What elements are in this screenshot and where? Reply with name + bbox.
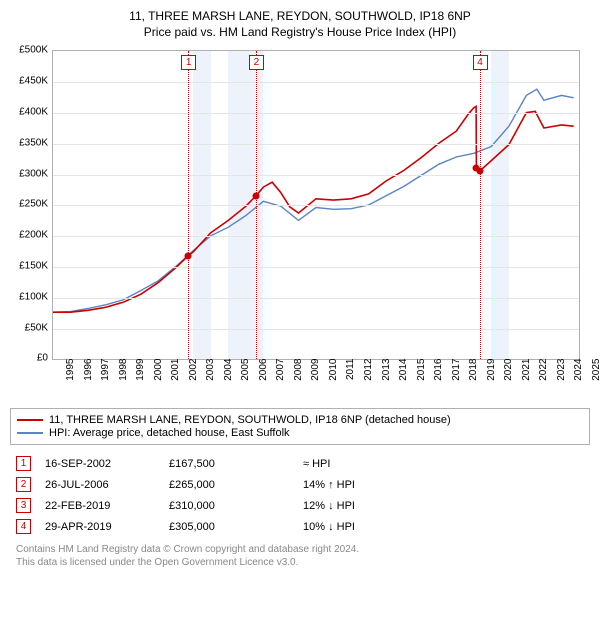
grid-line	[53, 298, 579, 299]
sales-row-date: 29-APR-2019	[45, 521, 155, 533]
title-line-2: Price paid vs. HM Land Registry's House …	[10, 24, 590, 40]
sales-row-hpi: ≈ HPI	[303, 458, 584, 470]
x-tick-label: 2008	[293, 359, 304, 381]
sales-row-marker: 4	[16, 519, 31, 534]
y-tick-label: £0	[10, 353, 48, 364]
title-line-1: 11, THREE MARSH LANE, REYDON, SOUTHWOLD,…	[10, 8, 590, 24]
sale-point	[185, 253, 192, 260]
x-tick-label: 2006	[258, 359, 269, 381]
sales-row-date: 16-SEP-2002	[45, 458, 155, 470]
y-tick-label: £500K	[10, 45, 48, 56]
sales-row-price: £305,000	[169, 521, 289, 533]
y-tick-label: £150K	[10, 260, 48, 271]
x-tick-label: 1997	[100, 359, 111, 381]
x-tick-label: 2016	[433, 359, 444, 381]
grid-line	[53, 236, 579, 237]
sales-row-hpi: 12% ↓ HPI	[303, 500, 584, 512]
y-tick-label: £450K	[10, 76, 48, 87]
chart-container: 11, THREE MARSH LANE, REYDON, SOUTHWOLD,…	[0, 0, 600, 575]
x-tick-label: 2021	[521, 359, 532, 381]
sales-row-marker: 2	[16, 477, 31, 492]
x-tick-label: 2023	[556, 359, 567, 381]
x-tick-label: 1996	[82, 359, 93, 381]
sale-marker-line	[188, 51, 189, 359]
x-tick-label: 2007	[275, 359, 286, 381]
legend-swatch-hpi	[17, 432, 43, 434]
chart-area: 1 2 4 £0 £50K £100K £150K £200K £250K £300K £350K…	[10, 44, 590, 404]
title-block: 11, THREE MARSH LANE, REYDON, SOUTHWOLD,…	[10, 8, 590, 40]
x-tick-label: 1999	[135, 359, 146, 381]
sale-marker-line	[480, 51, 481, 359]
legend-swatch-property	[17, 419, 43, 421]
sales-row: 4 29-APR-2019 £305,000 10% ↓ HPI	[10, 516, 590, 537]
footer-line-2: This data is licensed under the Open Gov…	[16, 556, 584, 569]
x-tick-label: 2022	[538, 359, 549, 381]
x-tick-label: 2010	[328, 359, 339, 381]
x-tick-label: 2025	[591, 359, 600, 381]
x-tick-label: 2011	[345, 359, 356, 381]
y-tick-label: £50K	[10, 322, 48, 333]
sale-marker-box: 2	[249, 55, 264, 70]
y-tick-label: £300K	[10, 168, 48, 179]
grid-line	[53, 82, 579, 83]
footer: Contains HM Land Registry data © Crown c…	[10, 543, 590, 569]
y-tick-label: £200K	[10, 230, 48, 241]
sales-row-date: 26-JUL-2006	[45, 479, 155, 491]
y-tick-label: £400K	[10, 106, 48, 117]
x-tick-label: 2013	[380, 359, 391, 381]
legend-box: 11, THREE MARSH LANE, REYDON, SOUTHWOLD,…	[10, 408, 590, 445]
sales-row-marker: 1	[16, 456, 31, 471]
x-tick-label: 2019	[486, 359, 497, 381]
x-tick-label: 2024	[573, 359, 584, 381]
sale-point	[476, 168, 483, 175]
x-tick-label: 2000	[152, 359, 163, 381]
legend-row-property: 11, THREE MARSH LANE, REYDON, SOUTHWOLD,…	[17, 414, 583, 426]
x-tick-label: 1995	[65, 359, 76, 381]
x-tick-label: 2001	[170, 359, 181, 381]
sales-row-price: £167,500	[169, 458, 289, 470]
x-tick-label: 2002	[187, 359, 198, 381]
sale-marker-box: 4	[473, 55, 488, 70]
x-tick-label: 2009	[310, 359, 321, 381]
grid-line	[53, 205, 579, 206]
sales-row-marker: 3	[16, 498, 31, 513]
x-tick-label: 2020	[503, 359, 514, 381]
x-tick-label: 1998	[117, 359, 128, 381]
y-tick-label: £250K	[10, 199, 48, 210]
grid-line	[53, 113, 579, 114]
legend-label-property: 11, THREE MARSH LANE, REYDON, SOUTHWOLD,…	[49, 414, 451, 426]
sale-marker-line	[256, 51, 257, 359]
sales-row-price: £265,000	[169, 479, 289, 491]
grid-line	[53, 267, 579, 268]
sale-marker-box: 1	[181, 55, 196, 70]
x-tick-label: 2015	[415, 359, 426, 381]
sales-row-price: £310,000	[169, 500, 289, 512]
grid-line	[53, 329, 579, 330]
legend-row-hpi: HPI: Average price, detached house, East…	[17, 427, 583, 439]
y-tick-label: £350K	[10, 137, 48, 148]
x-tick-label: 2005	[240, 359, 251, 381]
x-tick-label: 2018	[468, 359, 479, 381]
sale-point	[252, 193, 259, 200]
sales-row-hpi: 14% ↑ HPI	[303, 479, 584, 491]
sales-row: 1 16-SEP-2002 £167,500 ≈ HPI	[10, 453, 590, 474]
sales-row: 3 22-FEB-2019 £310,000 12% ↓ HPI	[10, 495, 590, 516]
footer-line-1: Contains HM Land Registry data © Crown c…	[16, 543, 584, 556]
plot-region: 1 2 4	[52, 50, 580, 360]
legend-label-hpi: HPI: Average price, detached house, East…	[49, 427, 290, 439]
sales-table: 1 16-SEP-2002 £167,500 ≈ HPI 2 26-JUL-2006 £26…	[10, 453, 590, 537]
sales-row: 2 26-JUL-2006 £265,000 14% ↑ HPI	[10, 474, 590, 495]
x-tick-label: 2012	[363, 359, 374, 381]
sales-row-date: 22-FEB-2019	[45, 500, 155, 512]
grid-line	[53, 144, 579, 145]
x-tick-label: 2004	[223, 359, 234, 381]
grid-line	[53, 175, 579, 176]
x-tick-label: 2003	[205, 359, 216, 381]
y-tick-label: £100K	[10, 291, 48, 302]
x-tick-label: 2017	[450, 359, 461, 381]
sales-row-hpi: 10% ↓ HPI	[303, 521, 584, 533]
x-tick-label: 2014	[398, 359, 409, 381]
